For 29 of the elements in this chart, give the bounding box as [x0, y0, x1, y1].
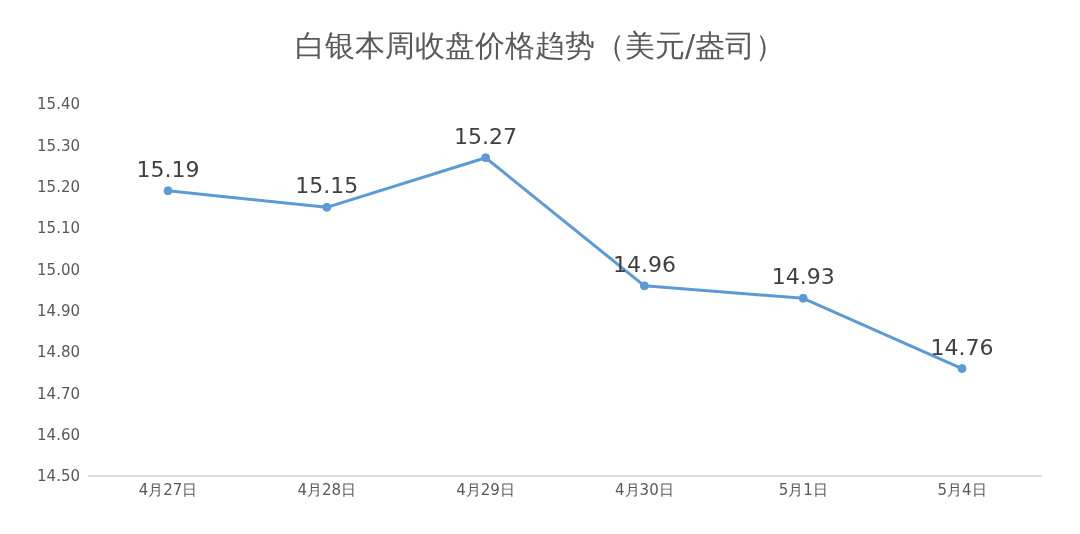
y-tick-label: 15.30: [37, 136, 80, 155]
point: [481, 153, 491, 163]
point: [798, 293, 808, 303]
y-tick-label: 15.40: [37, 95, 80, 114]
chart-title: 白银本周收盘价格趋势（美元/盎司）: [293, 27, 787, 65]
y-tick-label: 15.10: [37, 219, 80, 238]
point: [957, 364, 967, 374]
y-tick-label: 14.80: [37, 343, 80, 362]
x-tick-label: 4月28日: [297, 480, 357, 499]
data-label: 15.19: [136, 156, 200, 182]
point: [163, 186, 173, 196]
data-label: 15.27: [454, 123, 518, 149]
x-tick-label: 4月30日: [615, 480, 674, 499]
y-tick-label: 14.60: [37, 425, 80, 444]
x-tick-label: 5月1日: [778, 480, 828, 499]
x-tick-label: 5月4日: [937, 480, 987, 499]
y-tick-label: 14.90: [37, 301, 80, 320]
x-tick-label: 4月27日: [138, 480, 198, 499]
point: [322, 202, 332, 212]
x-tick-label: 4月29日: [456, 480, 515, 499]
point: [639, 281, 649, 291]
y-tick-label: 14.50: [37, 467, 80, 486]
y-tick-label: 15.00: [37, 260, 80, 279]
data-label: 14.93: [771, 264, 835, 290]
data-label: 14.96: [612, 251, 676, 277]
y-tick-label: 14.70: [37, 384, 80, 403]
data-label: 15.15: [295, 173, 359, 199]
y-tick-label: 15.20: [37, 177, 80, 196]
data-label: 14.76: [930, 334, 994, 360]
